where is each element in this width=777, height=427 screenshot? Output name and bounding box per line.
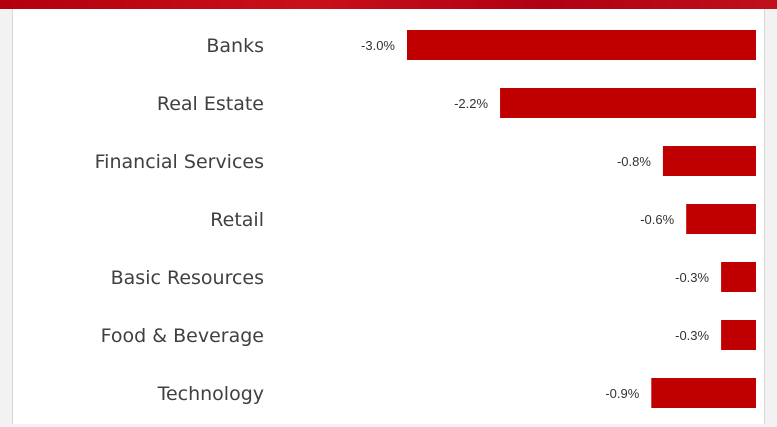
bar bbox=[407, 30, 756, 60]
bar bbox=[662, 146, 756, 176]
bar-chart: Banks -3.0% Real Estate -2.2% Financial Serv… bbox=[95, 30, 756, 408]
category-label: Real Estate bbox=[157, 93, 264, 115]
category-label: Banks bbox=[206, 35, 264, 57]
data-label: -0.6% bbox=[640, 212, 674, 227]
category-label: Financial Services bbox=[95, 151, 264, 173]
bar-group: Banks -3.0% Real Estate -2.2% Financial Serv… bbox=[95, 30, 756, 408]
category-label: Food & Beverage bbox=[101, 325, 264, 347]
bar bbox=[651, 378, 756, 408]
data-label: -0.8% bbox=[617, 154, 651, 169]
bar bbox=[721, 320, 756, 350]
bar bbox=[686, 204, 756, 234]
data-label: -2.2% bbox=[454, 96, 488, 111]
data-label: -0.3% bbox=[675, 270, 709, 285]
chart-panel: Banks -3.0% Real Estate -2.2% Financial Serv… bbox=[12, 9, 765, 424]
category-label: Technology bbox=[157, 383, 264, 405]
data-label: -0.3% bbox=[675, 328, 709, 343]
bar bbox=[500, 88, 756, 118]
category-label: Retail bbox=[210, 209, 264, 231]
data-label: -3.0% bbox=[361, 38, 395, 53]
category-label: Basic Resources bbox=[111, 267, 264, 289]
bar bbox=[721, 262, 756, 292]
data-label: -0.9% bbox=[605, 386, 639, 401]
header-band bbox=[0, 0, 777, 9]
